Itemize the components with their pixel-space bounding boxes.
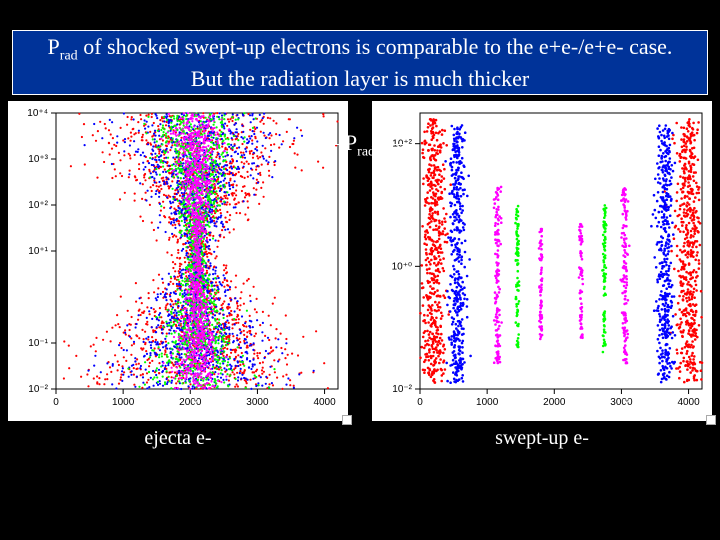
svg-text:10⁺³: 10⁺³: [28, 154, 48, 165]
right-x-axis-label: x: [622, 392, 631, 413]
svg-text:1000: 1000: [112, 397, 135, 408]
prad-axis-label: Prad: [311, 130, 409, 160]
left-x-axis-label: x: [191, 392, 200, 413]
arrow-left-icon: [311, 144, 341, 146]
title-rest: of shocked swept-up electrons is compara…: [78, 34, 673, 59]
svg-text:4000: 4000: [313, 397, 336, 408]
svg-text:10⁺²: 10⁺²: [28, 200, 48, 211]
resize-handle-icon: [706, 415, 716, 425]
title-line-2: But the radiation layer is much thicker: [17, 65, 703, 93]
title-prad-p: P: [48, 34, 60, 59]
svg-text:10⁺¹: 10⁺¹: [28, 246, 48, 257]
svg-text:3000: 3000: [246, 397, 269, 408]
prad-text: Prad: [345, 130, 375, 160]
right-caption: swept-up e-: [495, 427, 589, 450]
ejecta-scatter-svg: 0100020003000400010⁻²10⁻¹10⁺¹10⁺²10⁺³10⁺…: [8, 101, 348, 421]
svg-text:0: 0: [53, 397, 59, 408]
title-line-1: Prad of shocked swept-up electrons is co…: [17, 33, 703, 65]
title-prad-sub: rad: [60, 48, 78, 63]
left-caption: ejecta e-: [144, 427, 211, 450]
sweptup-scatter-svg: 0100020003000400010⁻²10⁺⁰10⁺²: [372, 101, 712, 421]
right-panel-wrap: 0100020003000400010⁻²10⁺⁰10⁺² x swept-up…: [372, 101, 712, 450]
title-banner: Prad of shocked swept-up electrons is co…: [12, 30, 708, 95]
svg-text:10⁺⁴: 10⁺⁴: [27, 108, 48, 119]
left-panel-wrap: 0100020003000400010⁻²10⁻¹10⁺¹10⁺²10⁺³10⁺…: [8, 101, 348, 450]
svg-text:10⁻¹: 10⁻¹: [28, 338, 48, 349]
resize-handle-icon: [342, 415, 352, 425]
sweptup-scatter-panel: 0100020003000400010⁻²10⁺⁰10⁺² x: [372, 101, 712, 421]
ejecta-scatter-panel: 0100020003000400010⁻²10⁻¹10⁺¹10⁺²10⁺³10⁺…: [8, 101, 348, 421]
arrow-right-icon: [379, 144, 409, 146]
svg-text:10⁻²: 10⁻²: [28, 384, 48, 395]
